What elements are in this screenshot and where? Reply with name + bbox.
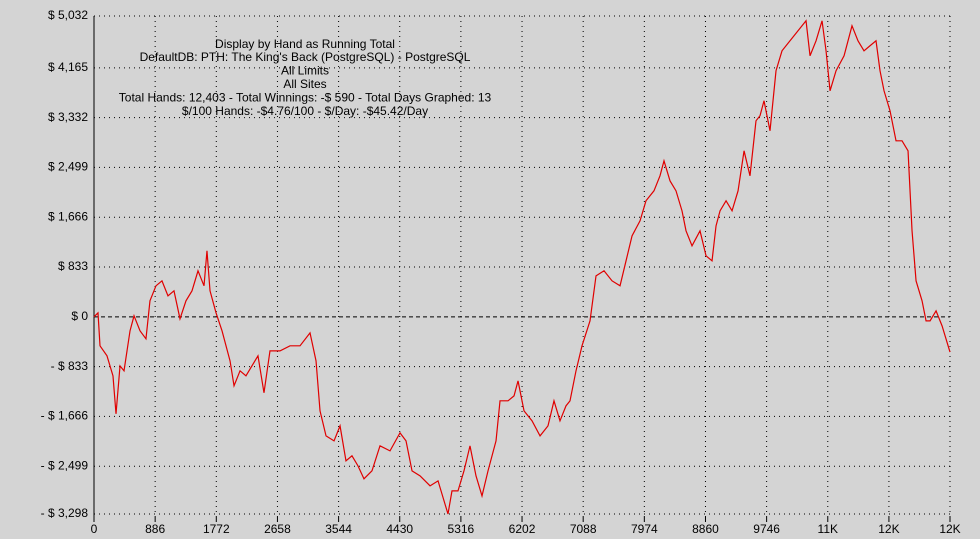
y-tick-label: - $ 2,499 xyxy=(41,458,89,472)
annotation: All Limits xyxy=(281,64,329,78)
y-tick-label: $ 5,032 xyxy=(48,8,88,22)
x-tick-label: 11K xyxy=(818,522,838,536)
x-tick-label: 1772 xyxy=(203,522,230,536)
x-tick-label: 9746 xyxy=(753,522,780,536)
y-tick-label: - $ 833 xyxy=(51,359,89,373)
x-tick-label: 4430 xyxy=(386,522,413,536)
x-tick-label: 5316 xyxy=(448,522,475,536)
annotation: All Sites xyxy=(283,77,326,91)
x-tick-label: 886 xyxy=(145,522,165,536)
x-tick-label: 8860 xyxy=(692,522,719,536)
x-tick-label: 7974 xyxy=(631,522,658,536)
x-tick-label: 12K xyxy=(939,522,960,536)
y-tick-label: $ 833 xyxy=(58,259,88,273)
x-tick-label: 0 xyxy=(91,522,98,536)
y-tick-label: $ 1,666 xyxy=(48,209,88,223)
x-tick-label: 3544 xyxy=(325,522,352,536)
series-line xyxy=(93,19,951,515)
y-tick-label: - $ 3,298 xyxy=(41,506,89,520)
y-tick-label: $ 0 xyxy=(71,309,88,323)
y-tick-label: $ 4,165 xyxy=(48,60,88,74)
annotation: DefaultDB: PTH: The King's Back (Postgre… xyxy=(140,50,471,64)
x-tick-label: 6202 xyxy=(509,522,536,536)
x-tick-label: 2658 xyxy=(264,522,291,536)
annotation: Total Hands: 12,403 - Total Winnings: -$… xyxy=(119,91,492,105)
y-tick-label: $ 3,332 xyxy=(48,110,88,124)
annotation: $/100 Hands: -$4.76/100 - $/Day: -$45.42… xyxy=(182,104,428,118)
y-tick-label: $ 2,499 xyxy=(48,160,88,174)
chart-title: Display by Hand as Running Total xyxy=(215,37,395,51)
x-tick-label: 12K xyxy=(878,522,899,536)
y-tick-label: - $ 1,666 xyxy=(41,409,89,423)
x-tick-label: 7088 xyxy=(570,522,597,536)
